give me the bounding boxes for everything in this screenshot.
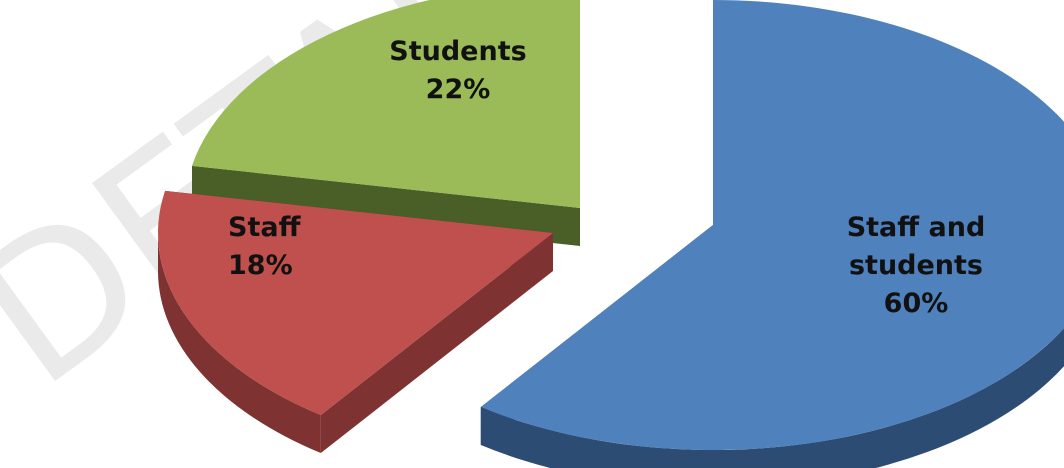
slice-label: Students 22% (389, 36, 526, 105)
slice-rim (480, 328, 1064, 468)
slice-label: Staff 18% (228, 212, 302, 281)
slice-label: Staff and students 60% (847, 212, 986, 319)
pie-slice-staff-and-students (480, 0, 1064, 468)
pie-labels: Staff and students 60% Staff 18% Students 22% (228, 36, 985, 319)
slice-rim (157, 233, 321, 454)
pie-slice-staff (157, 190, 554, 454)
slice-top (191, 0, 580, 208)
slice-top (480, 0, 1064, 450)
slice-wall (320, 233, 553, 454)
pie-slices (157, 0, 1064, 468)
slice-top (158, 190, 554, 416)
